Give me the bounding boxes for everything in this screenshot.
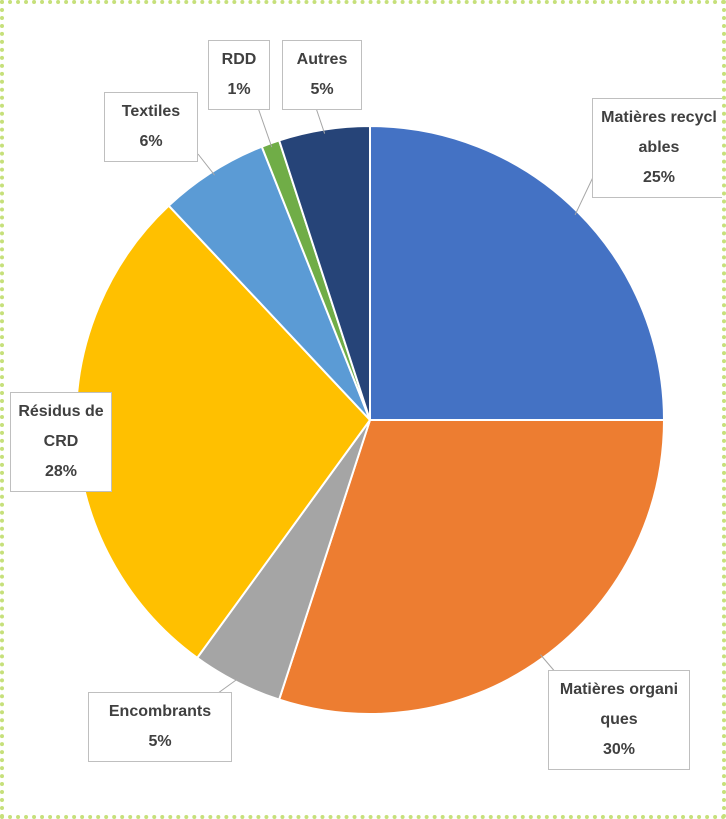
label-value: 25%: [642, 169, 676, 186]
label-value: 5%: [310, 81, 334, 98]
pie-slice: [277, 124, 371, 421]
pie-slice: [369, 124, 666, 421]
data-label: Autres 5%: [282, 40, 362, 110]
data-label: Résidus de CRD 28%: [10, 392, 112, 492]
label-value: 6%: [139, 133, 163, 150]
data-label: Matières recyclables 25%: [592, 98, 722, 198]
data-label: Matières organiques 30%: [548, 670, 690, 770]
data-label: RDD 1%: [208, 40, 270, 110]
label-value: 30%: [602, 741, 636, 758]
label-name: Matières recyclables: [601, 109, 717, 156]
label-name: Autres: [296, 51, 348, 68]
label-value: 1%: [227, 81, 251, 98]
label-value: 5%: [148, 733, 172, 750]
leader-line: [197, 153, 216, 176]
data-label: Textiles 6%: [104, 92, 198, 162]
label-name: Encombrants: [108, 703, 212, 720]
label-value: 28%: [44, 463, 78, 480]
label-name: Résidus de CRD: [18, 403, 104, 450]
label-name: RDD: [221, 51, 257, 68]
label-name: Matières organiques: [559, 681, 679, 728]
pie-area: [75, 101, 666, 715]
data-label: Encombrants 5%: [88, 692, 232, 762]
label-name: Textiles: [121, 103, 181, 120]
